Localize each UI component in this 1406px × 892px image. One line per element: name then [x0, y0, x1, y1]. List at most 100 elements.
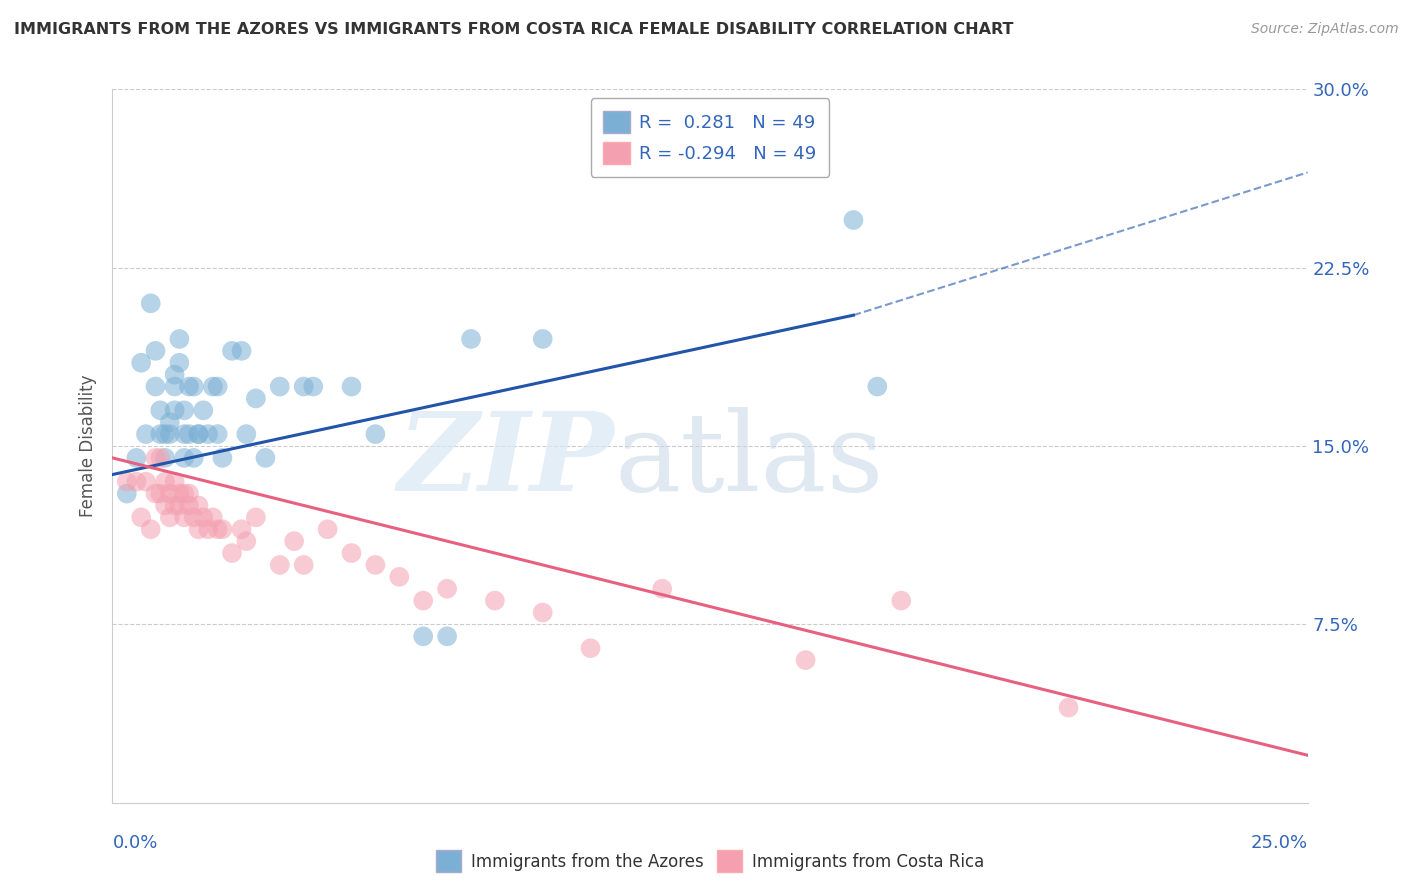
- Point: [153, 475, 176, 489]
- Point: [269, 558, 291, 572]
- Text: 25.0%: 25.0%: [1250, 834, 1308, 852]
- Point: [254, 450, 277, 465]
- Text: Immigrants from the Azores: Immigrants from the Azores: [471, 853, 704, 871]
- Point: [173, 510, 195, 524]
- Point: [269, 379, 291, 393]
- Point: [245, 392, 267, 406]
- Point: [159, 510, 181, 524]
- Point: [579, 641, 602, 656]
- Point: [292, 379, 315, 393]
- Point: [163, 475, 186, 489]
- Point: [231, 343, 253, 358]
- Point: [283, 534, 305, 549]
- Point: [115, 486, 138, 500]
- Point: [197, 427, 219, 442]
- Point: [129, 356, 152, 370]
- Point: [211, 522, 233, 536]
- Point: [169, 499, 191, 513]
- Point: [183, 510, 205, 524]
- Point: [187, 499, 209, 513]
- Point: [364, 427, 387, 442]
- Point: [651, 582, 673, 596]
- Point: [340, 546, 363, 560]
- Point: [231, 522, 253, 536]
- Point: [149, 427, 172, 442]
- Point: [153, 450, 176, 465]
- Text: Immigrants from Costa Rica: Immigrants from Costa Rica: [752, 853, 984, 871]
- Point: [139, 296, 162, 310]
- Point: [187, 427, 209, 442]
- Point: [460, 332, 482, 346]
- Point: [201, 510, 224, 524]
- Text: 0.0%: 0.0%: [112, 834, 157, 852]
- Point: [412, 593, 434, 607]
- Point: [129, 510, 152, 524]
- Point: [125, 450, 148, 465]
- Point: [412, 629, 434, 643]
- Point: [169, 356, 191, 370]
- Point: [163, 368, 186, 382]
- Point: [177, 499, 200, 513]
- Point: [139, 522, 162, 536]
- Point: [183, 379, 205, 393]
- Point: [169, 486, 191, 500]
- Point: [187, 427, 209, 442]
- Point: [197, 522, 219, 536]
- Point: [866, 379, 889, 393]
- Point: [531, 332, 554, 346]
- Point: [145, 343, 167, 358]
- Point: [145, 486, 167, 500]
- Point: [794, 653, 817, 667]
- Point: [145, 450, 167, 465]
- Point: [163, 403, 186, 417]
- Point: [193, 403, 215, 417]
- Point: [183, 450, 205, 465]
- Point: [149, 403, 172, 417]
- Point: [890, 593, 912, 607]
- Text: Source: ZipAtlas.com: Source: ZipAtlas.com: [1251, 22, 1399, 37]
- Point: [125, 475, 148, 489]
- Y-axis label: Female Disability: Female Disability: [79, 375, 97, 517]
- Point: [484, 593, 506, 607]
- Point: [316, 522, 339, 536]
- Point: [163, 379, 186, 393]
- Point: [193, 510, 215, 524]
- Point: [177, 379, 200, 393]
- Point: [163, 499, 186, 513]
- Point: [153, 499, 176, 513]
- Point: [153, 427, 176, 442]
- Point: [235, 534, 257, 549]
- Point: [173, 427, 195, 442]
- Point: [235, 427, 257, 442]
- Legend: R =  0.281   N = 49, R = -0.294   N = 49: R = 0.281 N = 49, R = -0.294 N = 49: [591, 98, 830, 177]
- Point: [145, 379, 167, 393]
- Point: [211, 450, 233, 465]
- Point: [115, 475, 138, 489]
- Point: [159, 427, 181, 442]
- Text: IMMIGRANTS FROM THE AZORES VS IMMIGRANTS FROM COSTA RICA FEMALE DISABILITY CORRE: IMMIGRANTS FROM THE AZORES VS IMMIGRANTS…: [14, 22, 1014, 37]
- Point: [173, 403, 195, 417]
- Point: [436, 629, 458, 643]
- Point: [187, 522, 209, 536]
- Point: [177, 427, 200, 442]
- Point: [1057, 700, 1080, 714]
- Point: [842, 213, 865, 227]
- Point: [159, 415, 181, 429]
- Point: [292, 558, 315, 572]
- Point: [159, 486, 181, 500]
- Point: [245, 510, 267, 524]
- Point: [221, 343, 243, 358]
- Point: [207, 427, 229, 442]
- Point: [173, 486, 195, 500]
- Point: [135, 427, 157, 442]
- Point: [436, 582, 458, 596]
- Point: [302, 379, 325, 393]
- Point: [173, 450, 195, 465]
- Point: [207, 379, 229, 393]
- Point: [207, 522, 229, 536]
- Point: [149, 450, 172, 465]
- Point: [149, 486, 172, 500]
- Point: [364, 558, 387, 572]
- Point: [169, 332, 191, 346]
- Point: [531, 606, 554, 620]
